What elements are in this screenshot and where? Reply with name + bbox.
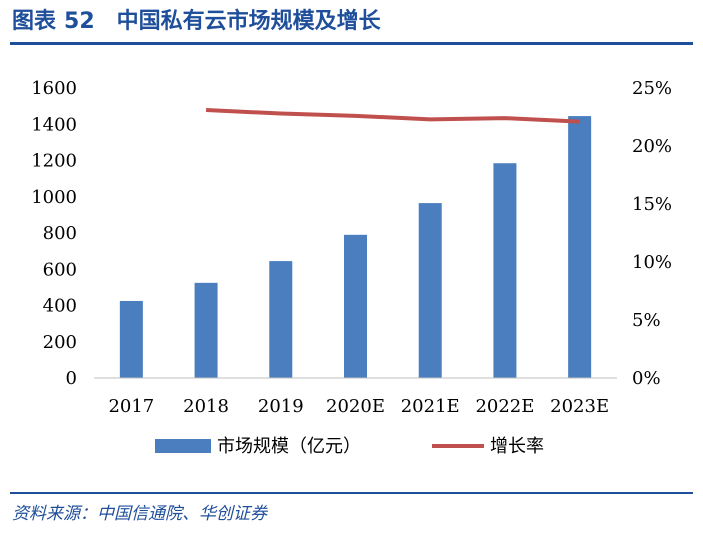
bar-2023E xyxy=(568,116,592,378)
figure-title: 图表 52 中国私有云市场规模及增长 xyxy=(12,6,381,38)
x-tick-label: 2022E xyxy=(475,396,534,417)
chart: 0 200 400 600 800 1000 1200 1400 1600 0% 5% 10% 15%… xyxy=(31,78,672,457)
right-tick-label: 0% xyxy=(632,368,661,389)
left-axis-ticks: 0 200 400 600 800 1000 1200 1400 1600 xyxy=(31,78,77,389)
left-tick-label: 1400 xyxy=(31,114,77,135)
right-tick-label: 10% xyxy=(632,252,672,273)
figure-number: 52 xyxy=(64,9,95,34)
x-axis-ticks: 2017 2018 2019 2020E 2021E 2022E 2023E xyxy=(108,396,609,417)
x-tick-label: 2018 xyxy=(183,396,229,417)
bar-2021E xyxy=(418,203,442,378)
title-rule xyxy=(10,42,693,45)
source-note: 资料来源：中国信通院、华创证券 xyxy=(12,504,267,524)
legend: 市场规模（亿元） 增长率 xyxy=(155,436,544,457)
left-tick-label: 1200 xyxy=(31,151,77,172)
legend-swatch-market-size xyxy=(155,439,211,453)
left-tick-label: 600 xyxy=(43,259,77,280)
left-tick-label: 200 xyxy=(43,332,77,353)
bar-2017 xyxy=(119,300,143,378)
x-tick-label: 2017 xyxy=(108,396,154,417)
bar-series xyxy=(119,116,592,378)
right-tick-label: 20% xyxy=(632,136,672,157)
legend-label-growth-rate: 增长率 xyxy=(490,436,544,457)
bar-2020E xyxy=(344,234,367,378)
growth-rate-line xyxy=(205,108,580,124)
x-tick-label: 2023E xyxy=(550,396,609,417)
left-tick-label: 0 xyxy=(66,368,77,389)
figure-label: 图表 xyxy=(12,9,57,34)
x-tick-label: 2019 xyxy=(258,396,304,417)
left-tick-label: 1600 xyxy=(31,78,77,99)
bar-2019 xyxy=(269,261,293,378)
chart-title: 中国私有云市场规模及增长 xyxy=(116,9,381,34)
right-tick-label: 25% xyxy=(632,78,672,99)
left-tick-label: 800 xyxy=(43,223,77,244)
source-rule xyxy=(10,492,693,494)
bar-2018 xyxy=(194,282,218,378)
right-tick-label: 5% xyxy=(632,310,661,331)
legend-label-market-size: 市场规模（亿元） xyxy=(217,436,361,457)
right-tick-label: 15% xyxy=(632,194,672,215)
x-tick-label: 2020E xyxy=(326,396,385,417)
left-tick-label: 1000 xyxy=(31,187,77,208)
left-tick-label: 400 xyxy=(43,296,77,317)
bar-2022E xyxy=(493,163,517,378)
x-tick-label: 2021E xyxy=(401,396,460,417)
right-axis-ticks: 0% 5% 10% 15% 20% 25% xyxy=(632,78,672,389)
